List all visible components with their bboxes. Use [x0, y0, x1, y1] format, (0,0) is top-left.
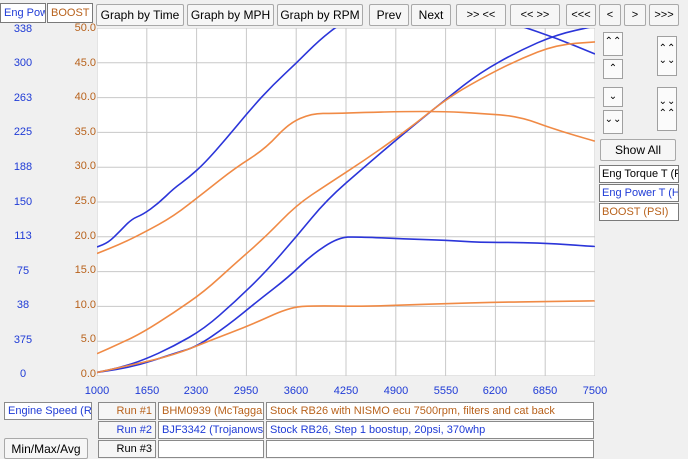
boost-tick-label: 25.0 [74, 195, 96, 207]
left-tick-label: 338 [13, 23, 33, 35]
x-tick-label: 7500 [582, 385, 608, 397]
left-tick-label: 38 [16, 299, 30, 311]
run-1-label: Run #1 [98, 402, 156, 420]
next-button[interactable]: Next [411, 4, 451, 26]
left-tick-label: 263 [13, 92, 33, 104]
x-axis-selector[interactable]: Engine Speed (R [4, 402, 92, 420]
boost-tick-label: 40.0 [74, 91, 96, 103]
prev-button[interactable]: Prev [369, 4, 409, 26]
boost-tick-label: 45.0 [74, 57, 96, 69]
left-axis-series-label: Eng Pow [0, 3, 46, 23]
run-3-id[interactable] [158, 440, 264, 458]
boost-tick-label: 35.0 [74, 126, 96, 138]
graph-by-rpm-button[interactable]: Graph by RPM [277, 4, 363, 26]
compress-vertical-button[interactable]: ⌄⌄ ⌃⌃ [657, 87, 677, 131]
x-tick-label: 4250 [333, 385, 359, 397]
scroll-left-button[interactable]: < [599, 4, 621, 26]
legend-eng-power[interactable]: Eng Power T (HP [599, 184, 679, 202]
boost-tick-label: 0.0 [80, 368, 96, 380]
x-tick-label: 2300 [183, 385, 209, 397]
scroll-far-left-button[interactable]: <<< [566, 4, 596, 26]
boost-tick-label: 15.0 [74, 264, 96, 276]
boost-tick-label: 10.0 [74, 299, 96, 311]
x-tick-label: 3600 [283, 385, 309, 397]
run-3-label: Run #3 [98, 440, 156, 458]
boost-tick-label: 20.0 [74, 230, 96, 242]
scroll-down-button[interactable]: ⌄ [603, 87, 623, 107]
run-1-power-curve [97, 41, 595, 355]
run-2-power-curve [97, 28, 591, 374]
scroll-down-fast-button[interactable]: ⌄⌄ [603, 110, 623, 134]
graph-by-time-button[interactable]: Graph by Time [96, 4, 184, 26]
x-tick-label: 5550 [433, 385, 459, 397]
right-axis-series-label: BOOST ( [47, 3, 93, 23]
run-1-torque-curve [97, 110, 595, 255]
left-tick-label: 225 [13, 126, 33, 138]
scroll-far-right-button[interactable]: >>> [649, 4, 679, 26]
boost-tick-label: 50.0 [74, 22, 96, 34]
legend-boost[interactable]: BOOST (PSI) [599, 203, 679, 221]
left-tick-label: 75 [16, 265, 30, 277]
boost-tick-label: 5.0 [80, 333, 96, 345]
x-tick-label: 1000 [84, 385, 110, 397]
run-1-id[interactable]: BHM0939 (McTaggart [158, 402, 264, 420]
scroll-up-fast-button[interactable]: ⌃⌃ [603, 32, 623, 56]
scroll-right-button[interactable]: > [624, 4, 646, 26]
show-all-button[interactable]: Show All [600, 139, 676, 161]
run-2-description[interactable]: Stock RB26, Step 1 boostup, 20psi, 370wh… [266, 421, 594, 439]
graph-by-mph-button[interactable]: Graph by MPH [187, 4, 274, 26]
x-tick-label: 6200 [482, 385, 508, 397]
x-tick-label: 1650 [134, 385, 160, 397]
run-2-torque-curve [97, 28, 595, 248]
zoom-in-x-button[interactable]: >> << [456, 4, 506, 26]
left-tick-label: 0 [19, 368, 27, 380]
zoom-out-x-button[interactable]: << >> [510, 4, 560, 26]
run-1-boost-curve [97, 300, 595, 374]
legend-eng-torque[interactable]: Eng Torque T (Ft [599, 165, 679, 183]
run-2-id[interactable]: BJF3342 (Trojanowsk [158, 421, 264, 439]
run-3-description[interactable] [266, 440, 594, 458]
dyno-chart[interactable] [97, 28, 595, 376]
expand-vertical-button[interactable]: ⌃⌃ ⌄⌄ [657, 36, 677, 76]
left-tick-label: 300 [13, 57, 33, 69]
x-tick-label: 6850 [532, 385, 558, 397]
x-tick-label: 4900 [383, 385, 409, 397]
left-tick-label: 375 [13, 334, 33, 346]
min-max-avg-button[interactable]: Min/Max/Avg [4, 438, 88, 459]
run-2-label: Run #2 [98, 421, 156, 439]
x-tick-label: 2950 [233, 385, 259, 397]
scroll-up-button[interactable]: ⌃ [603, 59, 623, 79]
left-tick-label: 188 [13, 161, 33, 173]
left-tick-label: 150 [13, 196, 33, 208]
boost-tick-label: 30.0 [74, 160, 96, 172]
left-tick-label: 113 [14, 230, 32, 242]
run-1-description[interactable]: Stock RB26 with NISMO ecu 7500rpm, filte… [266, 402, 594, 420]
